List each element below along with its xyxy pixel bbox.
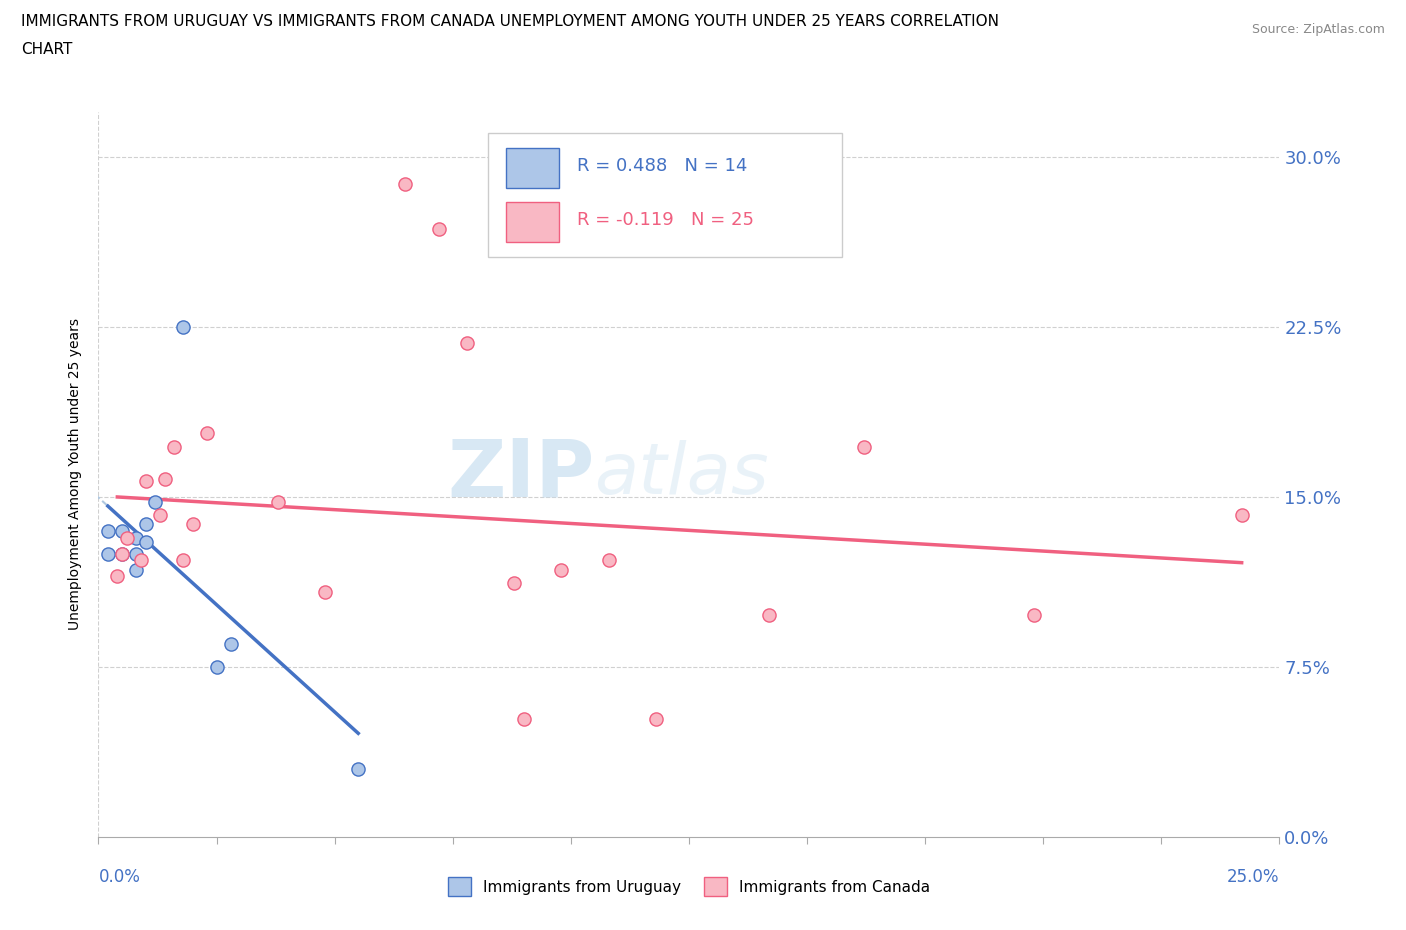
Point (163, 440, 186, 455)
Y-axis label: Unemployment Among Youth under 25 years: Unemployment Among Youth under 25 years (69, 318, 83, 631)
Point (512, 711, 534, 726)
Text: Source: ZipAtlas.com: Source: ZipAtlas.com (1251, 23, 1385, 36)
Point (172, 320, 194, 335)
Point (143, 494, 166, 509)
Point (205, 659, 228, 674)
Point (314, 585, 336, 600)
Point (394, 177, 416, 192)
Point (550, 562, 572, 577)
Point (644, 711, 666, 726)
Point (111, 546, 134, 561)
Point (347, 762, 370, 777)
Point (219, 637, 242, 652)
Text: R = 0.488   N = 14: R = 0.488 N = 14 (576, 157, 747, 175)
Text: ZIP: ZIP (447, 435, 595, 513)
Legend: Immigrants from Uruguay, Immigrants from Canada: Immigrants from Uruguay, Immigrants from… (441, 871, 936, 902)
Text: 0.0%: 0.0% (98, 868, 141, 885)
Point (149, 508, 172, 523)
Point (135, 517, 157, 532)
Point (172, 553, 194, 568)
Point (181, 517, 204, 532)
Text: IMMIGRANTS FROM URUGUAY VS IMMIGRANTS FROM CANADA UNEMPLOYMENT AMONG YOUTH UNDER: IMMIGRANTS FROM URUGUAY VS IMMIGRANTS FR… (21, 14, 1000, 29)
Text: R = -0.119   N = 25: R = -0.119 N = 25 (576, 211, 754, 230)
Point (852, 440, 875, 455)
Point (456, 336, 478, 351)
Point (1230, 508, 1253, 523)
Point (125, 562, 148, 577)
Text: 25.0%: 25.0% (1227, 868, 1279, 885)
Bar (506, 148, 560, 188)
Point (97, 546, 120, 561)
Point (97, 524, 120, 538)
Point (111, 524, 134, 538)
Point (135, 473, 157, 488)
Point (135, 535, 157, 550)
Point (503, 576, 526, 591)
Bar (506, 203, 560, 242)
Point (267, 494, 290, 509)
Point (125, 530, 148, 545)
Point (153, 472, 176, 486)
Point (427, 222, 450, 237)
Point (115, 530, 138, 545)
Text: CHART: CHART (21, 42, 73, 57)
Point (598, 553, 620, 568)
Point (125, 546, 148, 561)
Point (129, 553, 152, 568)
Point (111, 546, 134, 561)
FancyBboxPatch shape (488, 133, 842, 257)
Point (105, 569, 128, 584)
Point (758, 607, 780, 622)
Point (195, 426, 218, 441)
Text: atlas: atlas (595, 440, 769, 509)
Point (1022, 607, 1045, 622)
